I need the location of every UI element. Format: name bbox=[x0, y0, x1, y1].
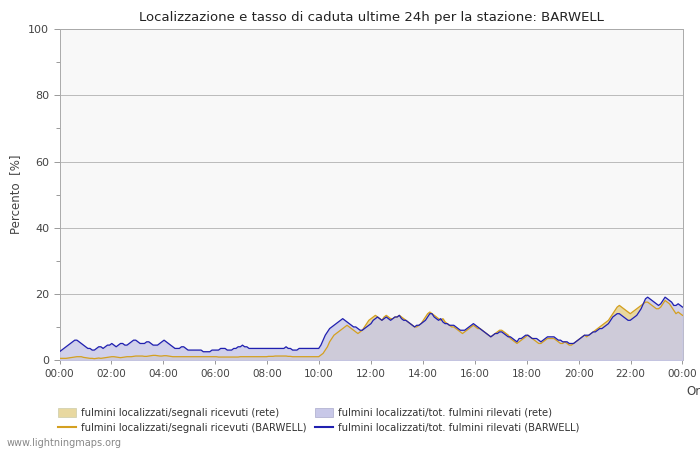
Y-axis label: Percento  [%]: Percento [%] bbox=[10, 155, 22, 234]
Text: Orario: Orario bbox=[686, 385, 700, 398]
Text: www.lightningmaps.org: www.lightningmaps.org bbox=[7, 438, 122, 448]
Legend: fulmini localizzati/segnali ricevuti (rete), fulmini localizzati/segnali ricevut: fulmini localizzati/segnali ricevuti (re… bbox=[58, 408, 579, 433]
Title: Localizzazione e tasso di caduta ultime 24h per la stazione: BARWELL: Localizzazione e tasso di caduta ultime … bbox=[139, 11, 603, 24]
